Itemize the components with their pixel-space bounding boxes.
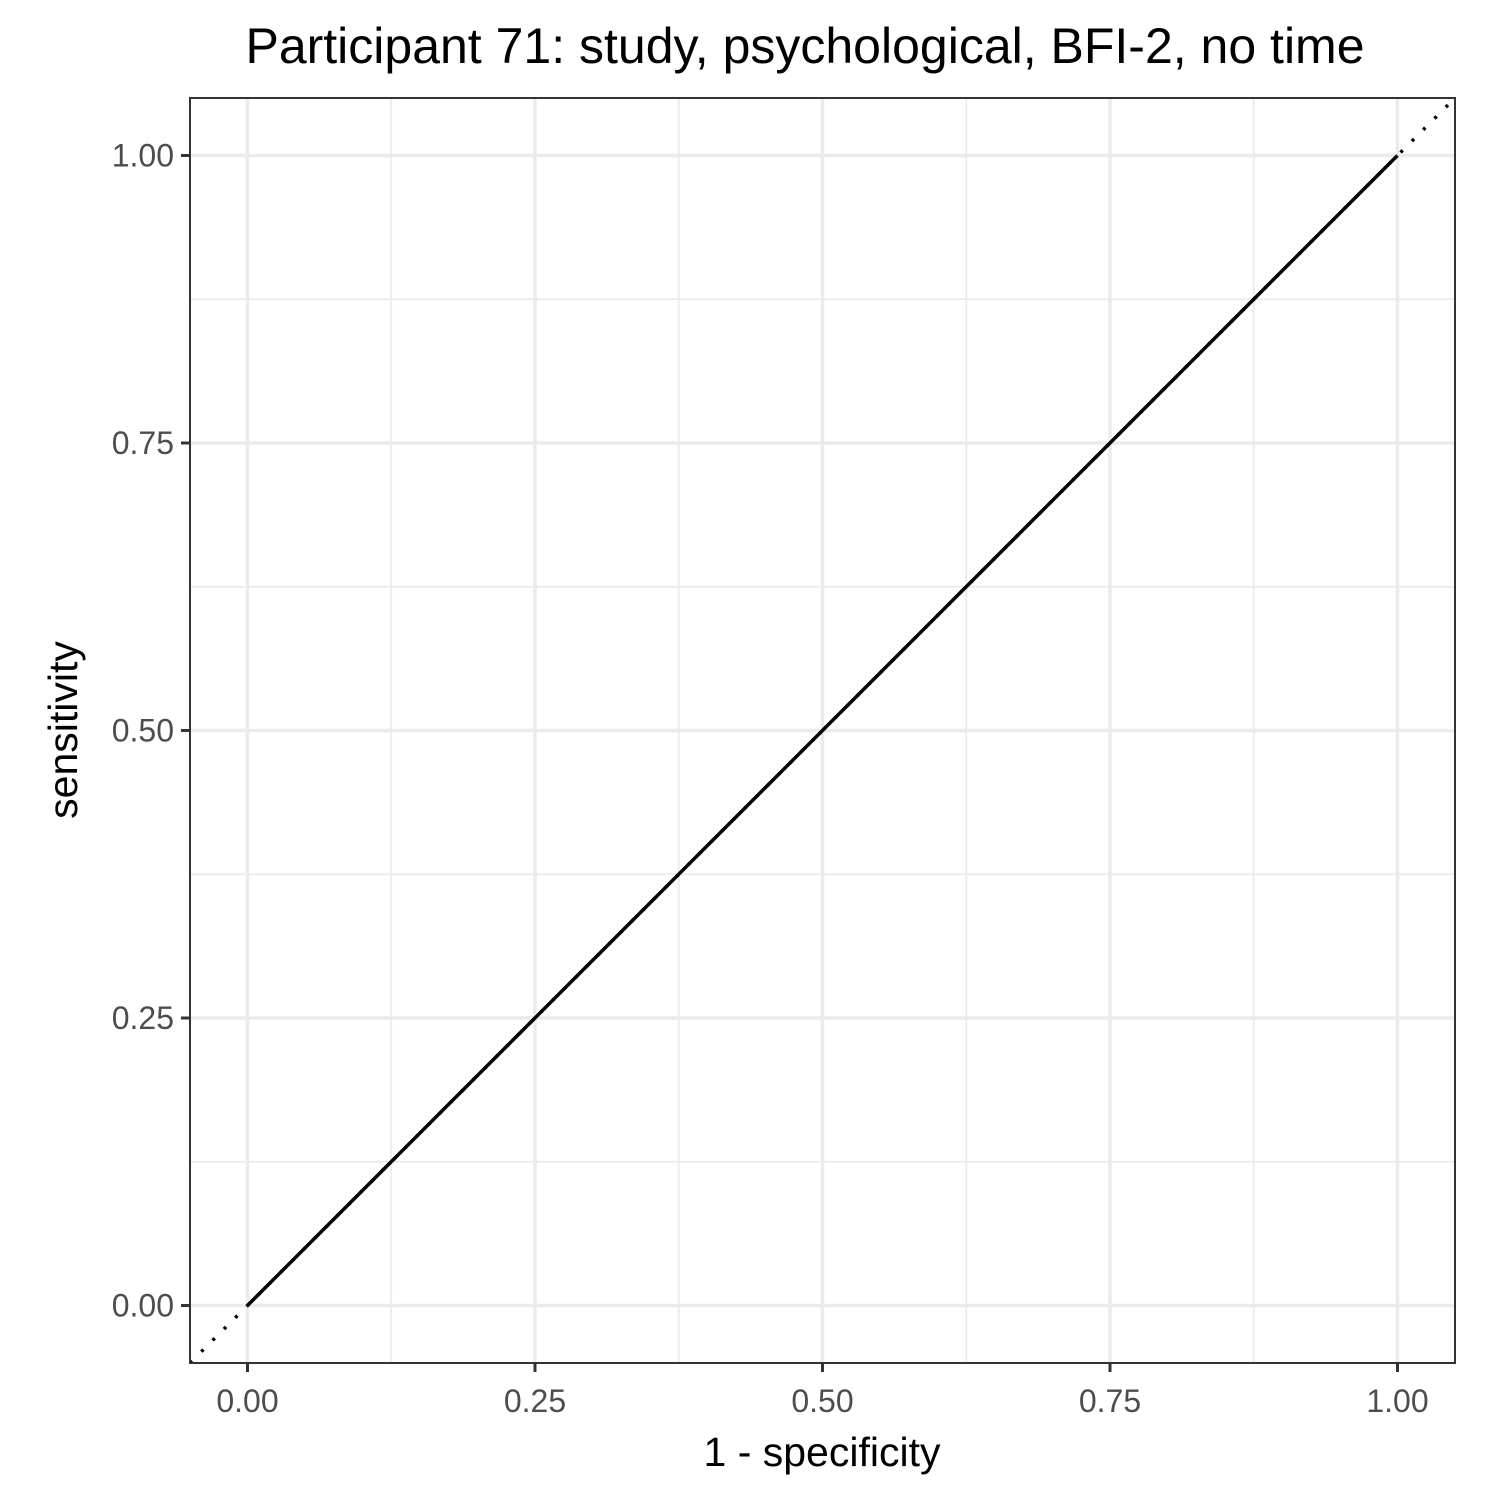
y-tick-label: 1.00	[112, 138, 174, 174]
x-tick-label: 1.00	[1366, 1383, 1428, 1419]
x-tick-label: 0.00	[216, 1383, 278, 1419]
series-layer	[246, 154, 1399, 1307]
x-tick-label: 0.25	[504, 1383, 566, 1419]
y-tick-label: 0.50	[112, 713, 174, 749]
y-tick-label: 0.00	[112, 1288, 174, 1324]
y-tick-label: 0.75	[112, 425, 174, 461]
x-tick-label: 0.50	[791, 1383, 853, 1419]
roc-curve-line	[246, 154, 1399, 1307]
plot-panel	[189, 97, 1456, 1364]
x-axis-title: 1 - specificity	[704, 1429, 941, 1475]
x-tick-label: 0.75	[1079, 1383, 1141, 1419]
y-axis: 0.00 0.25 0.50 0.75 1.00	[112, 138, 190, 1324]
y-tick-label: 0.25	[112, 1000, 174, 1036]
y-axis-title: sensitivity	[40, 641, 86, 819]
x-axis: 0.00 0.25 0.50 0.75 1.00	[216, 1363, 1429, 1419]
chart-title: Participant 71: study, psychological, BF…	[245, 18, 1364, 74]
